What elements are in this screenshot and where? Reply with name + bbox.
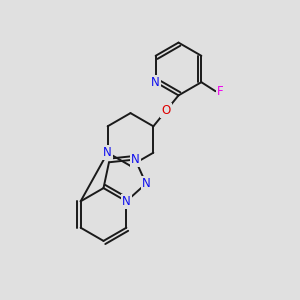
Text: N: N bbox=[142, 177, 150, 190]
Text: O: O bbox=[161, 104, 171, 117]
Text: N: N bbox=[122, 195, 131, 208]
Text: N: N bbox=[131, 153, 140, 166]
Text: N: N bbox=[122, 195, 131, 208]
Text: N: N bbox=[151, 76, 160, 89]
Text: F: F bbox=[217, 85, 224, 98]
Text: N: N bbox=[103, 146, 112, 159]
